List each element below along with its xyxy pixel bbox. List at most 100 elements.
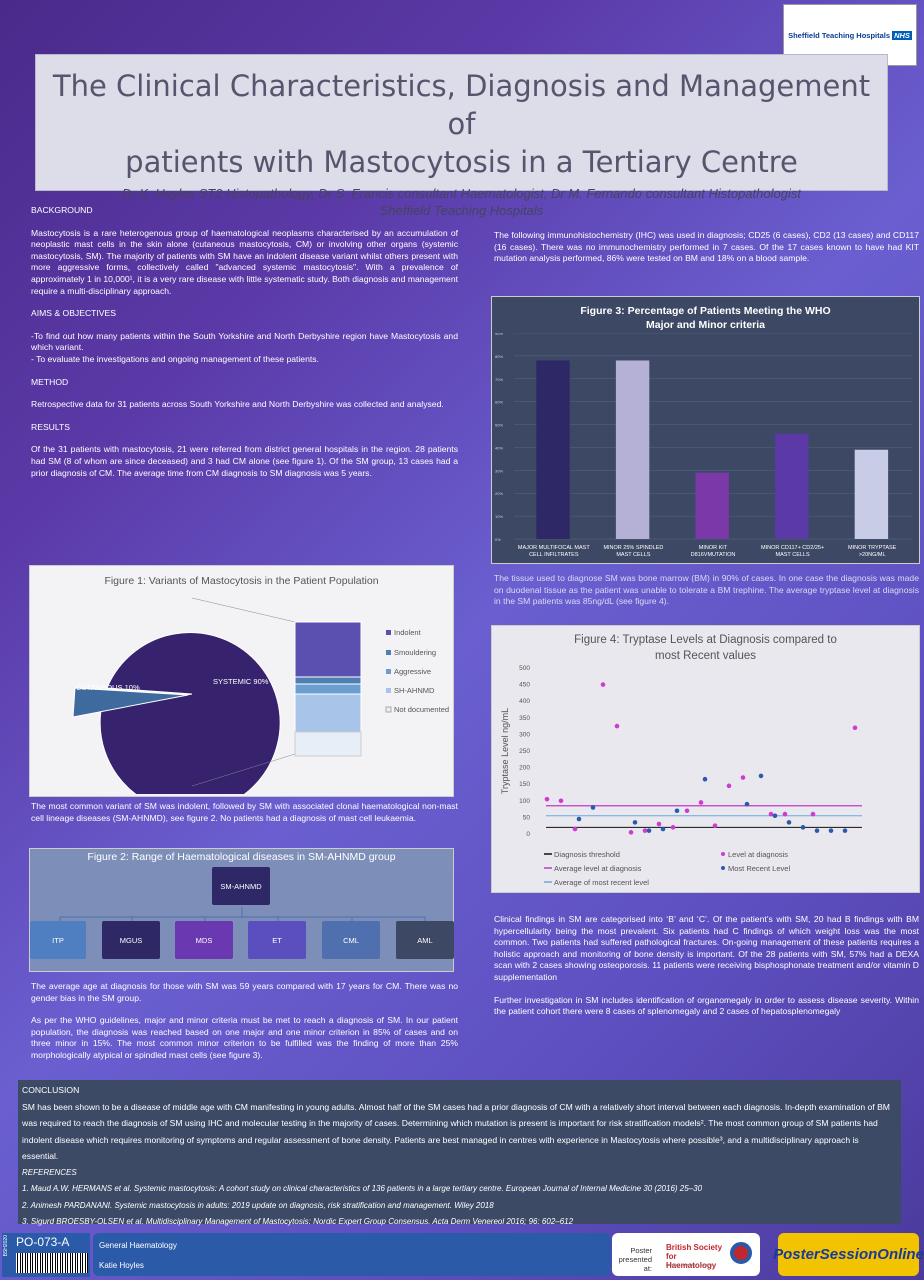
svg-text:Not documented: Not documented bbox=[394, 705, 449, 714]
footer-category: General Haematology bbox=[99, 1241, 177, 1250]
footer-author: Katie Hoyles bbox=[99, 1261, 144, 1270]
fig3-xlabel: CELL INFILTRATES bbox=[529, 552, 579, 558]
fig3-xlabel: MINOR TRYPTASE bbox=[848, 545, 897, 551]
figure-1-title: Figure 1: Variants of Mastocytosis in th… bbox=[104, 575, 379, 587]
fig3-ytick: 0% bbox=[495, 537, 501, 542]
not-documented-segment bbox=[294, 731, 362, 757]
legend-recent: Most Recent Level bbox=[728, 864, 790, 873]
aims-heading: AIMS & OBJECTIVES bbox=[31, 308, 117, 319]
fig3-xlabel: MINOR KIT bbox=[699, 545, 728, 551]
aims-2: - To evaluate the investigations and ong… bbox=[31, 353, 319, 364]
conclusion-text: SM has been shown to be a disease of mid… bbox=[22, 1101, 890, 1162]
barcode-icon bbox=[16, 1253, 88, 1273]
svg-text:Smouldering: Smouldering bbox=[394, 648, 436, 657]
fig3-bar bbox=[536, 360, 570, 539]
fig4-diagnosis-point bbox=[628, 830, 634, 835]
fig3-ytick: 40% bbox=[495, 445, 503, 450]
fig3-bar bbox=[615, 360, 650, 539]
legend-diagnosis-swatch bbox=[721, 852, 725, 856]
fig4-ytick: 200 bbox=[519, 765, 530, 772]
authors: Dr K. Hoyles ST2 Histopathology, Dr S. F… bbox=[122, 186, 801, 201]
node-mds: MDS bbox=[175, 921, 233, 959]
reference-3: 3. Sigurd BROESBY-OLSEN et al. Multidisc… bbox=[22, 1217, 574, 1226]
legend-avg-recent: Average of most recent level bbox=[554, 878, 649, 887]
legend-threshold: Diagnosis threshold bbox=[554, 850, 620, 859]
fig4-ytick: 150 bbox=[519, 781, 530, 788]
fig3-ytick: 10% bbox=[495, 514, 503, 519]
indolent-segment bbox=[294, 621, 362, 678]
fig3-ytick: 20% bbox=[495, 491, 503, 496]
cutaneous-label: CUTANEOUS 10% bbox=[76, 683, 140, 692]
fig4-ytick: 450 bbox=[519, 682, 530, 689]
method-text: Retrospective data for 31 patients acros… bbox=[31, 399, 444, 410]
fig4-recent-point bbox=[576, 816, 582, 822]
node-sm-ahnmd: SM-AHNMD bbox=[212, 867, 270, 905]
fig4-recent-point bbox=[744, 801, 750, 807]
right-bottom: Clinical findings in SM are categorised … bbox=[494, 914, 919, 1018]
figure-1: Figure 1: Variants of Mastocytosis in th… bbox=[29, 565, 454, 797]
fig4-ylabel: Tryptase Level ng/mL bbox=[500, 708, 510, 794]
fig4-ytick: 250 bbox=[519, 748, 530, 755]
figure-3: Figure 3: Percentage of Patients Meeting… bbox=[491, 296, 920, 564]
poster-code: PO-073-A bbox=[16, 1235, 70, 1249]
references-heading: REFERENCES bbox=[22, 1167, 77, 1177]
node-aml: AML bbox=[396, 921, 454, 959]
fig4-recent-point bbox=[702, 776, 708, 782]
fig4-recent-point bbox=[772, 813, 778, 819]
fig4-ytick: 500 bbox=[519, 665, 530, 672]
fig4-ytick: 50 bbox=[523, 814, 531, 821]
fig3-ytick: 50% bbox=[495, 423, 503, 428]
fig3-xlabel: MAST CELLS bbox=[776, 552, 810, 558]
fig4-recent-point bbox=[800, 825, 806, 830]
fig3-xlabel: D816VMUTATION bbox=[691, 552, 736, 558]
node-mgus: MGUS bbox=[102, 921, 160, 959]
tissue-text: The tissue used to diagnose SM was bone … bbox=[494, 573, 919, 607]
fig4-diagnosis-point bbox=[684, 808, 690, 814]
fig4-diagnosis-point bbox=[572, 826, 578, 832]
results-heading: RESULTS bbox=[31, 421, 70, 432]
fig4-recent-point bbox=[842, 828, 848, 833]
node-cml: CML bbox=[322, 921, 380, 959]
fig3-xlabel: MINOR 25% SPINDLED bbox=[603, 545, 663, 551]
footer-info: General Haematology Katie Hoyles bbox=[93, 1233, 611, 1276]
cutaneous-slice bbox=[72, 687, 189, 718]
bsh-mark-icon bbox=[730, 1242, 752, 1264]
fig4-recent-point bbox=[660, 826, 666, 832]
svg-text:Aggressive: Aggressive bbox=[394, 667, 431, 676]
conclusion-panel: CONCLUSION SM has been shown to be a dis… bbox=[18, 1080, 901, 1226]
fig4-recent-point bbox=[786, 820, 792, 825]
figure-3-title: Figure 3: Percentage of Patients Meeting… bbox=[580, 305, 831, 331]
figure-3-svg: 0% 10% 20% 30% 40% 50% 60% 70% 80% 90% MAJOR MULTI… bbox=[495, 333, 912, 558]
footer-year: BSH2020 bbox=[3, 1235, 9, 1257]
footer-code-box: BSH2020 PO-073-A bbox=[2, 1233, 90, 1277]
left-bottom: The average age at diagnosis for those w… bbox=[31, 981, 458, 1062]
aims-1: -To find out how many patients within th… bbox=[31, 330, 458, 353]
fig4-recent-point bbox=[828, 828, 834, 833]
method-heading: METHOD bbox=[31, 376, 69, 387]
aggressive-segment bbox=[294, 683, 362, 695]
fig4-diagnosis-point bbox=[600, 682, 606, 687]
fig4-ytick: 100 bbox=[519, 798, 530, 805]
fig4-diagnosis-point bbox=[740, 775, 746, 780]
fig3-xlabel: MAJOR MULTIFOCAL MAST bbox=[518, 545, 590, 551]
figure-2: Figure 2: Range of Haematological diseas… bbox=[29, 848, 454, 972]
fig3-bar bbox=[854, 449, 889, 539]
ihc-text: The following immunohistochemistry (IHC)… bbox=[494, 230, 919, 264]
legend-avg-diagnosis: Average level at diagnosis bbox=[554, 864, 642, 873]
fig4-ytick: 350 bbox=[519, 715, 530, 722]
svg-text:SH-AHNMD: SH-AHNMD bbox=[394, 686, 435, 695]
fig4-diagnosis-point bbox=[656, 821, 662, 827]
left-column: BACKGROUND Mastocytosis is a rare hetero… bbox=[31, 205, 458, 479]
fig4-diagnosis-point bbox=[726, 783, 732, 789]
who-text: As per the WHO guidelines, major and min… bbox=[31, 1015, 458, 1060]
conclusion-heading: CONCLUSION bbox=[22, 1085, 80, 1095]
variant-text: The most common variant of SM was indole… bbox=[31, 801, 458, 823]
figure-2-title: Figure 2: Range of Haematological diseas… bbox=[87, 851, 396, 863]
systemic-slice bbox=[99, 632, 281, 794]
reference-2: 2. Animesh PARDANANI. Systemic mastocyto… bbox=[22, 1200, 494, 1210]
poster-title: The Clinical Characteristics, Diagnosis … bbox=[52, 69, 871, 179]
fig3-ytick: 80% bbox=[495, 354, 503, 359]
legend-recent-swatch bbox=[721, 866, 725, 870]
fig3-xlabel: MINOR CD117+ CD2/25+ bbox=[761, 545, 824, 551]
fig4-diagnosis-point bbox=[768, 811, 774, 817]
